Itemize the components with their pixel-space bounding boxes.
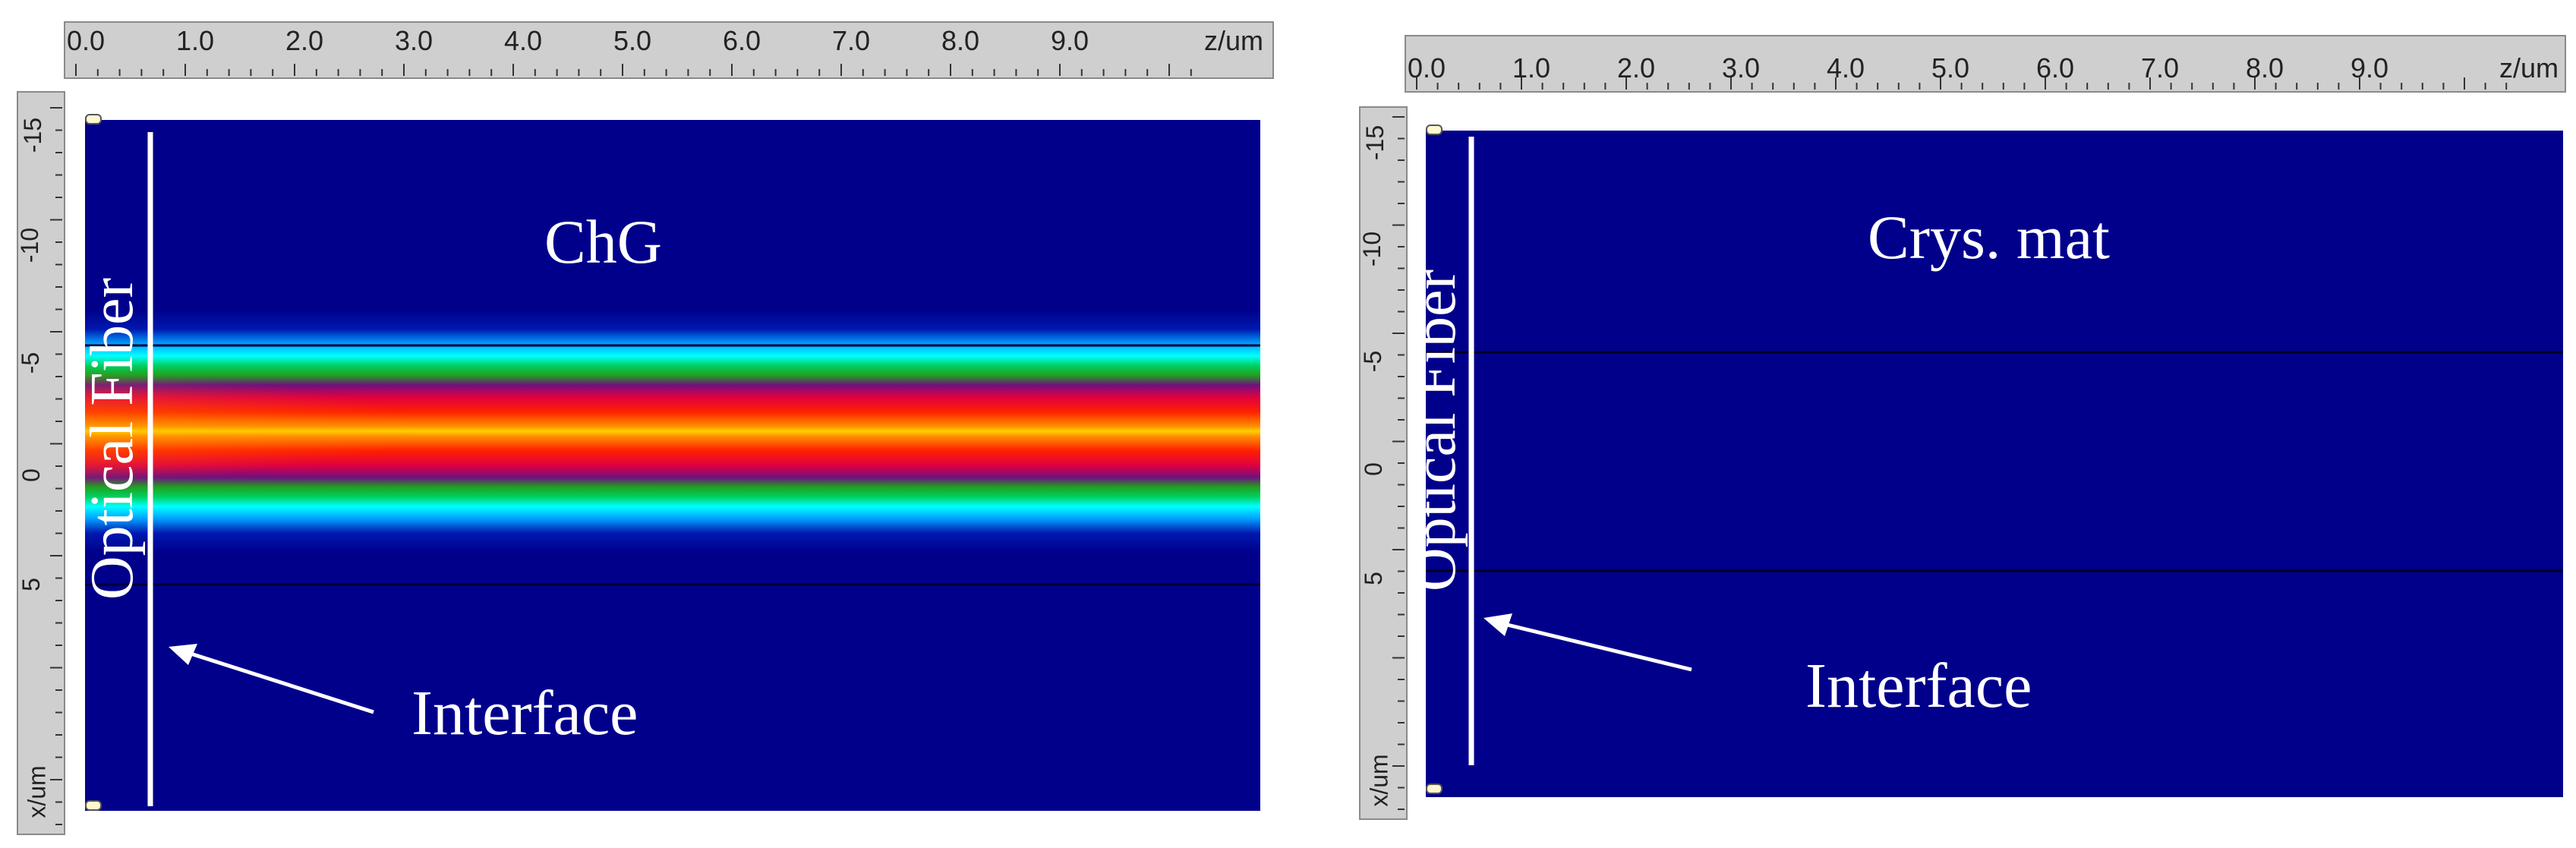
z-tick-label: 2.0 <box>1617 52 1656 84</box>
x-tick-label: 5 <box>17 578 45 591</box>
x-tick-label: -5 <box>17 351 45 374</box>
panel-crys: 0.0 1.0 2.0 3.0 4.0 5.0 6.0 7.0 8.0 9.0 … <box>1351 0 2576 848</box>
z-tick-label: 6.0 <box>723 25 761 56</box>
z-tick-label: 4.0 <box>1827 52 1865 84</box>
x-ruler-ticks <box>50 107 62 825</box>
z-tick-label: 9.0 <box>2351 52 2389 84</box>
ruler-handle-bottom[interactable] <box>85 800 102 811</box>
z-tick-label: 0.0 <box>1408 52 1446 84</box>
field-plot-crys: Optical Fiber Crys. mat Interface <box>1426 131 2563 797</box>
z-ruler-ticks <box>1416 77 2508 90</box>
z-tick-label: 8.0 <box>941 25 980 56</box>
z-tick-label: 6.0 <box>2036 52 2075 84</box>
field-intensity-map <box>1426 131 2563 797</box>
z-tick-label: 9.0 <box>1051 25 1089 56</box>
x-tick-label: 0 <box>1359 462 1387 476</box>
x-ruler: -15 -10 -5 0 5 x/um <box>16 91 65 835</box>
z-tick-label: 2.0 <box>285 25 324 56</box>
z-tick-label: 3.0 <box>395 25 434 56</box>
x-axis-name: x/um <box>23 765 51 818</box>
z-tick-label: 5.0 <box>613 25 652 56</box>
z-tick-label: 4.0 <box>504 25 543 56</box>
z-tick-label: 8.0 <box>2246 52 2284 84</box>
region-label-chg: ChG <box>544 207 662 276</box>
z-ruler: 0.0 1.0 2.0 3.0 4.0 5.0 6.0 7.0 8.0 9.0 … <box>64 21 1274 79</box>
x-tick-label: -15 <box>1361 125 1389 161</box>
x-tick-label: 5 <box>1359 572 1387 585</box>
x-tick-label: -10 <box>1358 231 1386 267</box>
x-tick-label: -15 <box>19 117 47 153</box>
z-axis-name: z/um <box>1204 25 1264 56</box>
x-ruler: -15 -10 -5 0 5 x/um <box>1358 106 1408 820</box>
field-plot-chg: Optical Fiber ChG Interface <box>85 120 1260 811</box>
x-tick-label: -10 <box>16 227 44 263</box>
z-ruler: 0.0 1.0 2.0 3.0 4.0 5.0 6.0 7.0 8.0 9.0 … <box>1405 35 2566 93</box>
optical-fiber-label: Optical Fiber <box>1426 269 1469 592</box>
z-tick-label: 7.0 <box>832 25 871 56</box>
z-tick-label: 5.0 <box>1931 52 1970 84</box>
z-tick-label: 0.0 <box>67 25 106 56</box>
z-tick-label: 1.0 <box>1512 52 1551 84</box>
interface-label: Interface <box>1805 651 2032 721</box>
z-tick-label: 3.0 <box>1722 52 1761 84</box>
x-ruler-ticks <box>1392 116 1405 810</box>
x-axis-name: x/um <box>1365 754 1393 807</box>
ruler-handle-top[interactable] <box>85 114 102 125</box>
x-tick-label: 0 <box>17 468 45 482</box>
interface-label: Interface <box>411 678 638 749</box>
ruler-handle-bottom[interactable] <box>1426 783 1442 794</box>
x-tick-label: -5 <box>1359 350 1387 373</box>
z-axis-name: z/um <box>2499 52 2559 84</box>
z-tick-label: 7.0 <box>2141 52 2180 84</box>
ruler-handle-top[interactable] <box>1426 125 1442 135</box>
field-intensity-map <box>85 120 1260 811</box>
region-label-crys: Crys. mat <box>1868 203 2110 272</box>
optical-fiber-label: Optical Fiber <box>85 277 147 601</box>
z-ruler-ticks <box>75 64 1192 76</box>
z-tick-label: 1.0 <box>176 25 215 56</box>
panel-chg: 0.0 1.0 2.0 3.0 4.0 5.0 6.0 7.0 8.0 9.0 … <box>0 0 1283 848</box>
